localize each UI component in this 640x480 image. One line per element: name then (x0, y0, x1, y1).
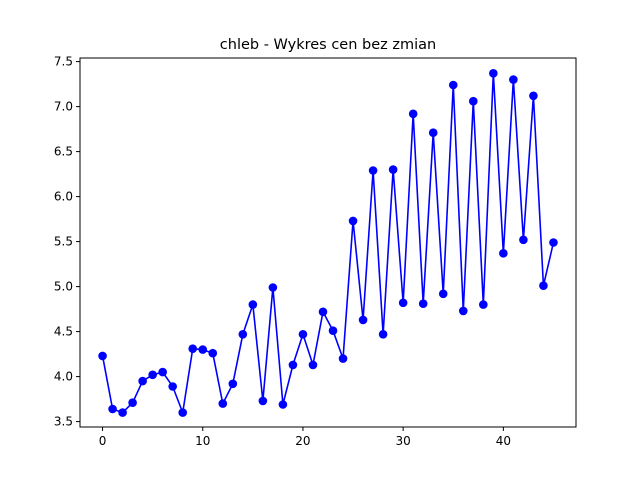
data-point (428, 128, 438, 137)
data-point (438, 289, 448, 299)
data-point (98, 351, 107, 361)
chart-title: chleb - Wykres cen bez zmian (220, 37, 436, 53)
data-point (458, 306, 468, 316)
data-point (188, 344, 198, 354)
data-point (549, 238, 558, 247)
data-point (248, 300, 258, 309)
data-point (358, 315, 368, 325)
data-point (148, 370, 157, 380)
data-point (298, 330, 308, 339)
data-point (378, 330, 388, 339)
data-point (489, 69, 498, 78)
data-point (539, 281, 548, 291)
data-point (228, 379, 238, 389)
x-tick-label: 0 (99, 434, 107, 448)
y-axis: 3.5 4.0 4.5 5.0 5.5 6.0 6.5 7.0 7.5 (54, 55, 80, 429)
data-point (178, 408, 188, 417)
y-tick-label: 7.5 (54, 55, 73, 69)
data-point (198, 345, 208, 354)
data-point (328, 326, 338, 336)
data-point (168, 382, 177, 391)
data-point (338, 354, 348, 363)
data-point (529, 91, 538, 101)
data-point (308, 360, 318, 370)
data-point (388, 165, 398, 174)
y-tick-label: 4.0 (54, 370, 73, 384)
data-point (128, 398, 137, 408)
data-point (348, 216, 358, 226)
y-tick-label: 5.0 (54, 280, 73, 294)
data-point (138, 376, 147, 386)
data-point (468, 96, 478, 106)
plot-series (98, 69, 558, 417)
data-point (258, 396, 268, 406)
x-tick-label: 30 (396, 434, 411, 448)
x-tick-label: 20 (295, 434, 310, 448)
data-point (408, 109, 418, 119)
data-point (418, 299, 428, 309)
x-tick-label: 40 (496, 434, 511, 448)
data-point (519, 235, 528, 245)
data-point (448, 80, 458, 90)
data-point (509, 75, 518, 84)
y-tick-label: 7.0 (54, 100, 73, 114)
x-tick-label: 10 (195, 434, 210, 448)
y-tick-label: 5.5 (54, 235, 73, 249)
y-tick-label: 6.5 (54, 145, 73, 159)
data-point (208, 348, 218, 358)
data-point (238, 330, 248, 339)
data-point (318, 307, 328, 317)
x-axis: 0 10 20 30 40 (99, 427, 511, 448)
series-line (101, 72, 555, 414)
data-point (158, 367, 167, 377)
data-point (368, 166, 378, 175)
y-tick-label: 3.5 (54, 415, 73, 429)
data-point (218, 399, 228, 408)
y-tick-label: 4.5 (54, 325, 73, 339)
data-point (499, 249, 508, 258)
y-tick-label: 6.0 (54, 190, 73, 204)
data-point (118, 408, 127, 417)
data-point (278, 400, 288, 409)
data-point (108, 404, 117, 414)
data-point (479, 300, 488, 309)
plot-frame (79, 57, 577, 428)
data-point (398, 298, 408, 308)
data-point (268, 283, 278, 292)
data-point (288, 360, 298, 370)
